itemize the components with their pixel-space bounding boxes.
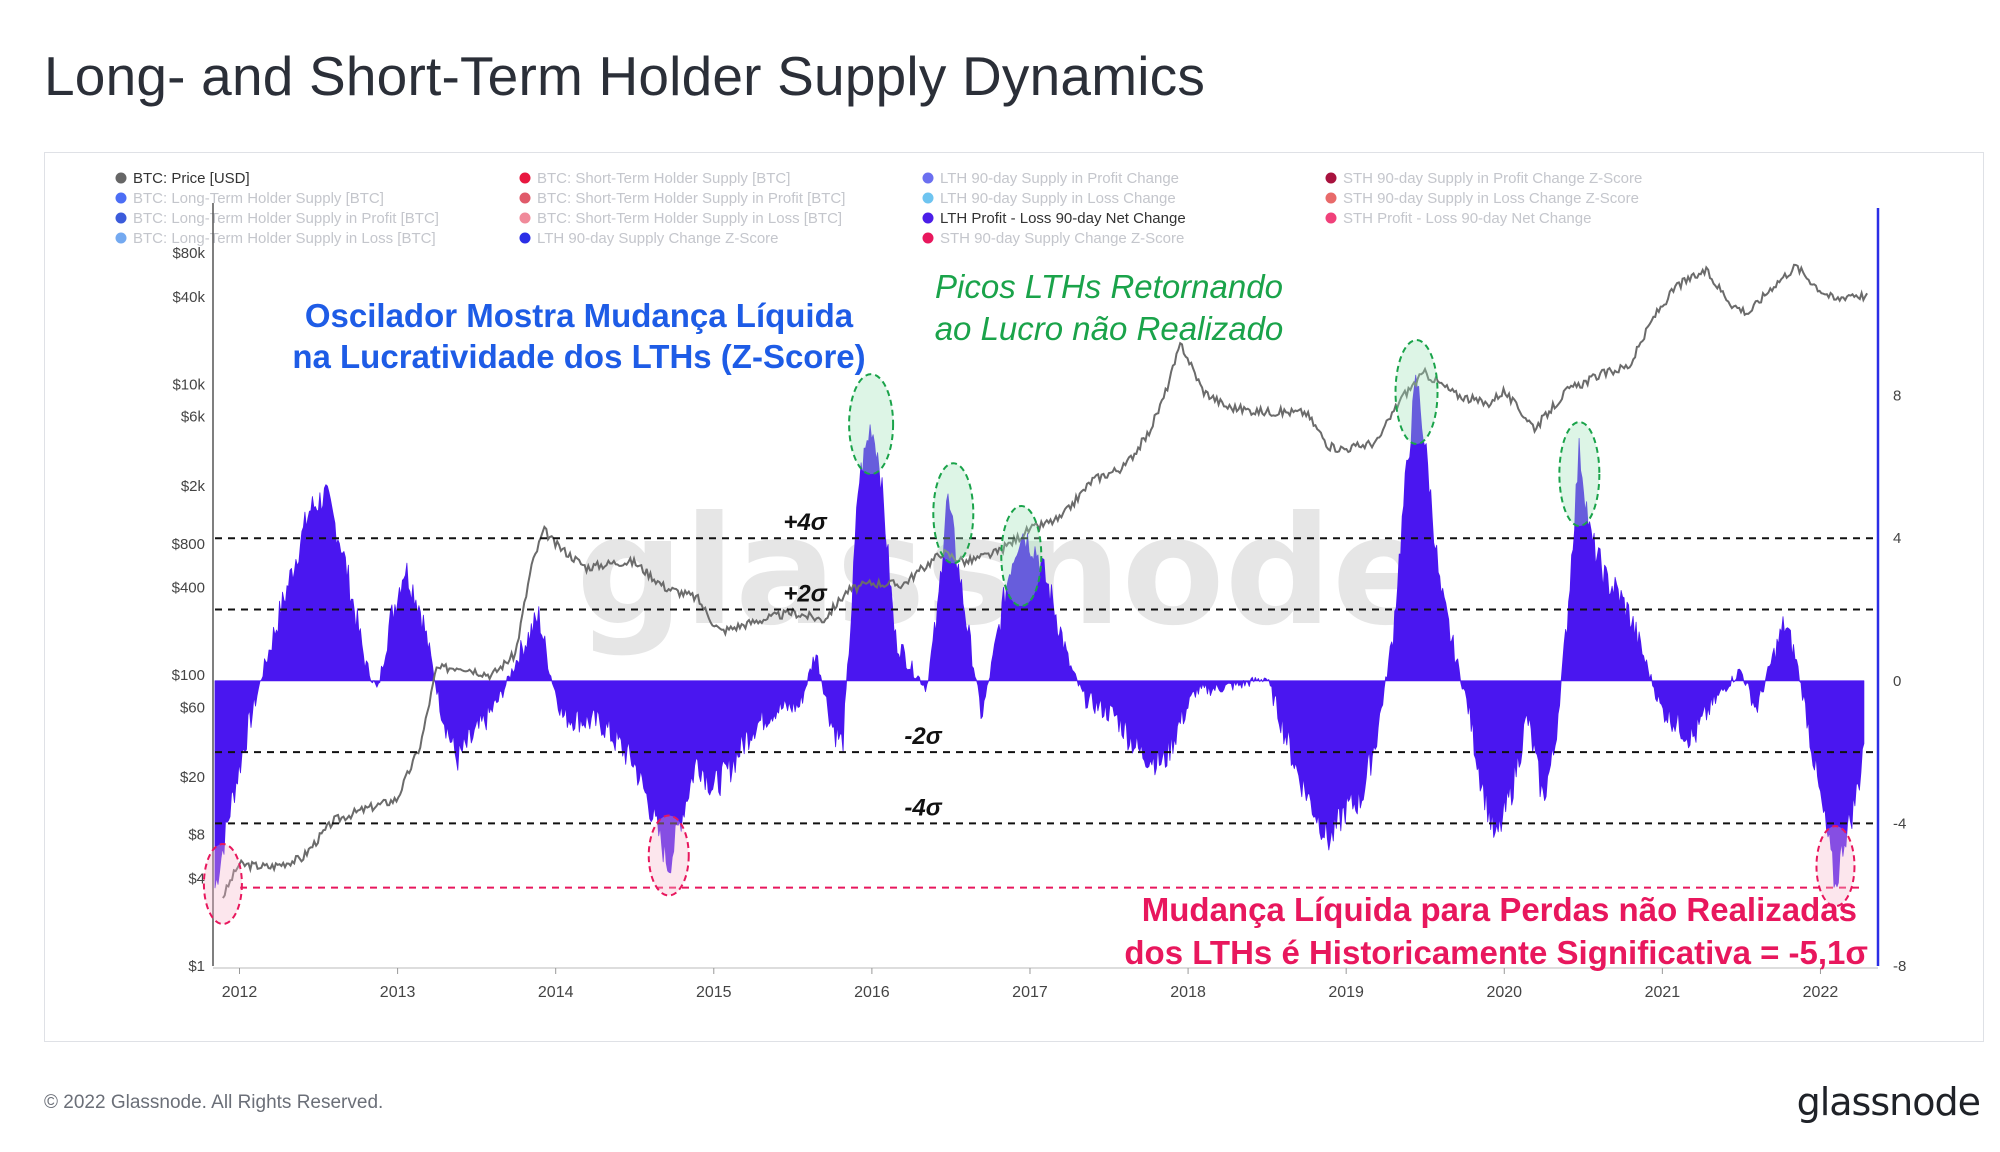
- legend-marker: [519, 192, 531, 204]
- sigma-plus2-label: +2σ: [783, 581, 827, 608]
- trough-ellipse: [1815, 825, 1856, 908]
- x-tick-label: 2016: [854, 984, 890, 1001]
- x-tick-label: 2013: [380, 984, 416, 1001]
- legend-item: BTC: Short-Term Holder Supply [BTC]: [537, 170, 790, 187]
- y-left-tick-label: $40k: [172, 289, 205, 306]
- annotation-pink-line2: dos LTHs é Historicamente Significativa …: [1124, 934, 1868, 971]
- legend-item: BTC: Price [USD]: [133, 170, 250, 187]
- x-tick-label: 2020: [1486, 984, 1522, 1001]
- legend-item: STH 90-day Supply in Loss Change Z-Score: [1343, 190, 1639, 207]
- legend-marker: [1325, 212, 1337, 224]
- legend-item: LTH 90-day Supply in Profit Change: [940, 170, 1179, 187]
- trough-ellipse: [647, 814, 690, 897]
- y-left-tick-label: $400: [172, 580, 205, 597]
- y-left-tick-label: $800: [172, 536, 205, 553]
- legend-marker: [115, 212, 127, 224]
- legend-item: BTC: Short-Term Holder Supply in Loss [B…: [537, 210, 842, 227]
- btc-price-line: [222, 263, 1868, 899]
- peak-ellipse: [1000, 505, 1043, 608]
- legend-marker: [922, 212, 934, 224]
- peak-ellipse: [1558, 421, 1601, 528]
- y-left-tick-label: $10k: [172, 376, 205, 393]
- glassnode-logo: glassnode: [1796, 1080, 1981, 1124]
- annotation-green-line1: Picos LTHs Retornando: [935, 268, 1283, 305]
- x-tick-label: 2012: [222, 984, 258, 1001]
- y-right-tick-label: -4: [1893, 815, 1906, 832]
- legend-marker: [922, 192, 934, 204]
- annotation-blue-line1: Oscilador Mostra Mudança Líquida: [305, 297, 854, 334]
- legend-item: BTC: Long-Term Holder Supply in Loss [BT…: [133, 230, 436, 247]
- legend-marker: [115, 192, 127, 204]
- y-left-tick-label: $100: [172, 667, 205, 684]
- y-left-tick-label: $8: [188, 827, 205, 844]
- x-tick-label: 2015: [696, 984, 732, 1001]
- y-left-tick-label: $1: [188, 958, 205, 975]
- sigma-plus4-label: +4σ: [783, 509, 827, 536]
- trough-ellipse: [202, 843, 243, 926]
- y-left-tick-label: $4: [188, 870, 205, 887]
- y-left-tick-label: $60: [180, 699, 205, 716]
- legend-item: LTH 90-day Supply Change Z-Score: [537, 230, 779, 247]
- legend-item: LTH Profit - Loss 90-day Net Change: [940, 210, 1186, 227]
- annotation-blue-line2: na Lucratividade dos LTHs (Z-Score): [292, 338, 865, 375]
- annotation-pink-line1: Mudança Líquida para Perdas não Realizad…: [1142, 891, 1857, 928]
- peak-ellipse: [932, 462, 975, 565]
- legend-item: STH 90-day Supply in Profit Change Z-Sco…: [1343, 170, 1642, 187]
- legend-marker: [115, 232, 127, 244]
- y-left-tick-label: $2k: [181, 478, 206, 495]
- x-tick-label: 2017: [1012, 984, 1048, 1001]
- legend-marker: [922, 172, 934, 184]
- legend-item: LTH 90-day Supply in Loss Change: [940, 190, 1176, 207]
- sigma-minus2-label: -2σ: [904, 723, 942, 750]
- legend-marker: [519, 172, 531, 184]
- y-right-tick-label: -8: [1893, 958, 1906, 975]
- peak-ellipse: [1394, 339, 1439, 446]
- legend-marker: [115, 172, 127, 184]
- y-left-tick-label: $20: [180, 769, 205, 786]
- legend-marker: [519, 232, 531, 244]
- y-right-tick-label: 4: [1893, 530, 1901, 547]
- x-tick-label: 2014: [538, 984, 574, 1001]
- legend-item: STH Profit - Loss 90-day Net Change: [1343, 210, 1591, 227]
- x-tick-label: 2022: [1803, 984, 1839, 1001]
- page-title: Long- and Short-Term Holder Supply Dynam…: [44, 45, 1206, 107]
- sigma-minus4-label: -4σ: [904, 794, 942, 821]
- legend-marker: [519, 212, 531, 224]
- y-right-tick-label: 0: [1893, 673, 1901, 690]
- y-left-tick-label: $6k: [181, 409, 206, 426]
- x-tick-label: 2021: [1645, 984, 1681, 1001]
- legend-item: BTC: Long-Term Holder Supply [BTC]: [133, 190, 384, 207]
- legend-marker: [922, 232, 934, 244]
- chart-frame: BTC: Price [USD] BTC: Long-Term Holder Su…: [44, 152, 1984, 1042]
- legend-marker: [1325, 172, 1337, 184]
- legend-item: STH 90-day Supply Change Z-Score: [940, 230, 1184, 247]
- peak-ellipse: [848, 373, 895, 476]
- legend-item: BTC: Short-Term Holder Supply in Profit …: [537, 190, 845, 207]
- annotation-green-line2: ao Lucro não Realizado: [935, 310, 1284, 347]
- copyright-text: © 2022 Glassnode. All Rights Reserved.: [44, 1092, 384, 1113]
- x-tick-label: 2018: [1170, 984, 1206, 1001]
- chart-svg: BTC: Price [USD] BTC: Long-Term Holder Su…: [115, 170, 1906, 1001]
- legend-marker: [1325, 192, 1337, 204]
- y-left-tick-label: $80k: [172, 245, 205, 262]
- legend-item: BTC: Long-Term Holder Supply in Profit […: [133, 210, 439, 227]
- lth-net-change-area: [214, 374, 1865, 889]
- x-tick-label: 2019: [1328, 984, 1364, 1001]
- y-right-tick-label: 8: [1893, 388, 1901, 405]
